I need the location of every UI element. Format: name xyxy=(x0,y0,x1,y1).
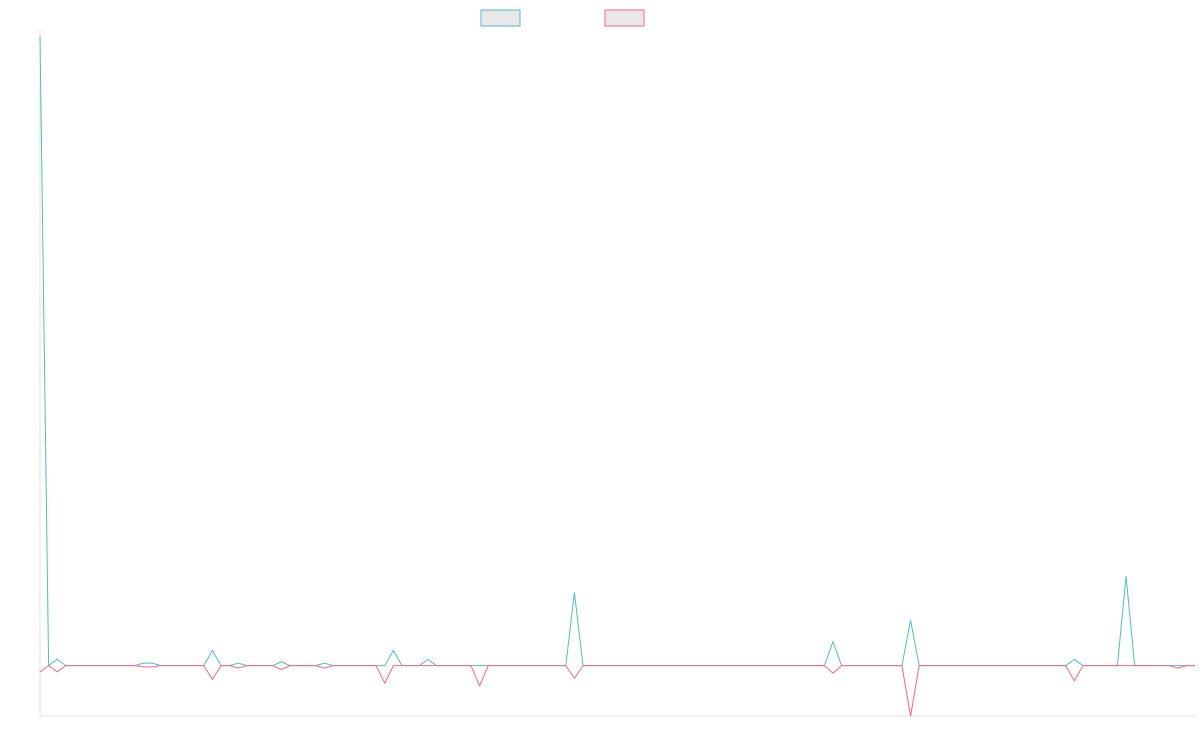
axes xyxy=(39,30,1195,717)
series-line-1 xyxy=(39,35,1195,667)
legend-item-series-2[interactable] xyxy=(604,9,645,27)
legend[interactable] xyxy=(480,9,645,27)
legend-swatch-series-2[interactable] xyxy=(604,9,645,27)
legend-item-series-1[interactable] xyxy=(480,9,521,27)
series-line-2 xyxy=(39,665,1195,717)
legend-swatch-series-1[interactable] xyxy=(480,9,521,27)
series-layer xyxy=(39,35,1195,717)
